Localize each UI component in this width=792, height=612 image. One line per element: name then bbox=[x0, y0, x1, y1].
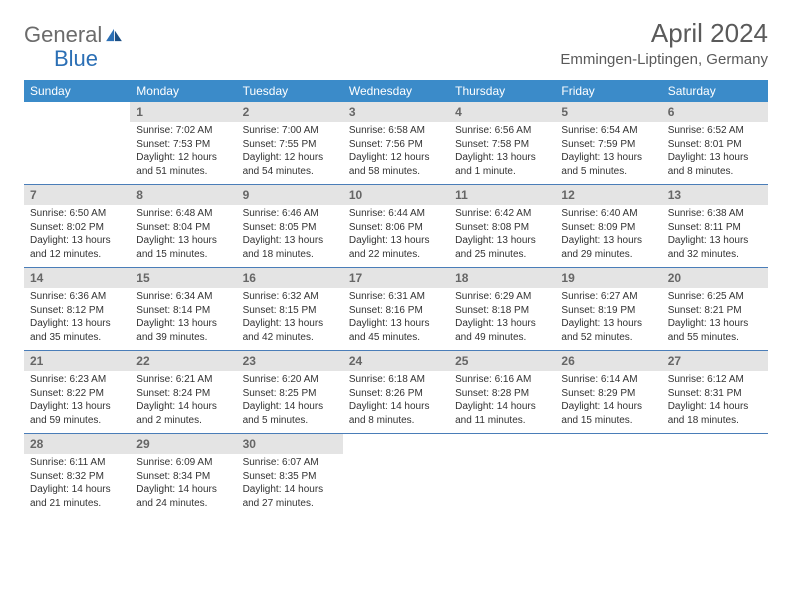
day-detail-cell: Sunrise: 6:40 AMSunset: 8:09 PMDaylight:… bbox=[555, 205, 661, 268]
day-number-cell: 8 bbox=[130, 185, 236, 206]
day-number-row: 78910111213 bbox=[24, 185, 768, 206]
day-detail-cell: Sunrise: 6:36 AMSunset: 8:12 PMDaylight:… bbox=[24, 288, 130, 351]
day-detail-row: Sunrise: 6:11 AMSunset: 8:32 PMDaylight:… bbox=[24, 454, 768, 516]
day-detail-row: Sunrise: 6:23 AMSunset: 8:22 PMDaylight:… bbox=[24, 371, 768, 434]
day-detail-cell: Sunrise: 6:23 AMSunset: 8:22 PMDaylight:… bbox=[24, 371, 130, 434]
day-number-cell: 23 bbox=[237, 351, 343, 372]
day-detail-cell: Sunrise: 6:11 AMSunset: 8:32 PMDaylight:… bbox=[24, 454, 130, 516]
day-number-row: 14151617181920 bbox=[24, 268, 768, 289]
weekday-header: Saturday bbox=[662, 80, 768, 102]
day-detail-cell: Sunrise: 6:44 AMSunset: 8:06 PMDaylight:… bbox=[343, 205, 449, 268]
day-detail-cell: Sunrise: 7:02 AMSunset: 7:53 PMDaylight:… bbox=[130, 122, 236, 185]
day-detail-cell: Sunrise: 6:34 AMSunset: 8:14 PMDaylight:… bbox=[130, 288, 236, 351]
month-title: April 2024 bbox=[560, 18, 768, 49]
brand-sail-icon bbox=[105, 28, 123, 42]
day-number-cell bbox=[555, 434, 661, 455]
day-detail-cell: Sunrise: 6:48 AMSunset: 8:04 PMDaylight:… bbox=[130, 205, 236, 268]
day-number-cell: 21 bbox=[24, 351, 130, 372]
day-number-cell: 13 bbox=[662, 185, 768, 206]
weekday-header: Tuesday bbox=[237, 80, 343, 102]
day-number-row: 123456 bbox=[24, 102, 768, 122]
day-number-cell: 19 bbox=[555, 268, 661, 289]
day-detail-cell bbox=[24, 122, 130, 185]
day-number-cell: 26 bbox=[555, 351, 661, 372]
day-detail-cell: Sunrise: 6:18 AMSunset: 8:26 PMDaylight:… bbox=[343, 371, 449, 434]
day-number-cell: 2 bbox=[237, 102, 343, 122]
day-detail-cell: Sunrise: 6:29 AMSunset: 8:18 PMDaylight:… bbox=[449, 288, 555, 351]
day-detail-row: Sunrise: 6:50 AMSunset: 8:02 PMDaylight:… bbox=[24, 205, 768, 268]
day-number-cell: 28 bbox=[24, 434, 130, 455]
calendar-table: SundayMondayTuesdayWednesdayThursdayFrid… bbox=[24, 80, 768, 516]
day-number-cell: 16 bbox=[237, 268, 343, 289]
day-number-cell: 3 bbox=[343, 102, 449, 122]
weekday-header: Monday bbox=[130, 80, 236, 102]
weekday-header: Sunday bbox=[24, 80, 130, 102]
day-number-cell: 24 bbox=[343, 351, 449, 372]
day-number-row: 282930 bbox=[24, 434, 768, 455]
calendar-header-row: SundayMondayTuesdayWednesdayThursdayFrid… bbox=[24, 80, 768, 102]
day-number-cell: 7 bbox=[24, 185, 130, 206]
day-detail-cell: Sunrise: 6:16 AMSunset: 8:28 PMDaylight:… bbox=[449, 371, 555, 434]
day-number-cell: 9 bbox=[237, 185, 343, 206]
day-detail-cell: Sunrise: 6:52 AMSunset: 8:01 PMDaylight:… bbox=[662, 122, 768, 185]
day-detail-cell: Sunrise: 6:27 AMSunset: 8:19 PMDaylight:… bbox=[555, 288, 661, 351]
day-detail-cell bbox=[343, 454, 449, 516]
weekday-header: Wednesday bbox=[343, 80, 449, 102]
day-detail-cell: Sunrise: 6:50 AMSunset: 8:02 PMDaylight:… bbox=[24, 205, 130, 268]
day-detail-row: Sunrise: 7:02 AMSunset: 7:53 PMDaylight:… bbox=[24, 122, 768, 185]
day-detail-cell bbox=[449, 454, 555, 516]
day-detail-cell: Sunrise: 6:25 AMSunset: 8:21 PMDaylight:… bbox=[662, 288, 768, 351]
day-detail-cell: Sunrise: 6:07 AMSunset: 8:35 PMDaylight:… bbox=[237, 454, 343, 516]
day-detail-cell: Sunrise: 6:46 AMSunset: 8:05 PMDaylight:… bbox=[237, 205, 343, 268]
day-number-cell: 27 bbox=[662, 351, 768, 372]
day-number-cell: 14 bbox=[24, 268, 130, 289]
day-detail-cell: Sunrise: 7:00 AMSunset: 7:55 PMDaylight:… bbox=[237, 122, 343, 185]
day-number-cell: 18 bbox=[449, 268, 555, 289]
day-detail-cell bbox=[555, 454, 661, 516]
day-number-cell bbox=[662, 434, 768, 455]
day-detail-cell: Sunrise: 6:32 AMSunset: 8:15 PMDaylight:… bbox=[237, 288, 343, 351]
title-block: April 2024 Emmingen-Liptingen, Germany bbox=[560, 18, 768, 68]
day-detail-cell: Sunrise: 6:42 AMSunset: 8:08 PMDaylight:… bbox=[449, 205, 555, 268]
day-number-cell: 17 bbox=[343, 268, 449, 289]
day-number-cell bbox=[343, 434, 449, 455]
day-detail-cell: Sunrise: 6:56 AMSunset: 7:58 PMDaylight:… bbox=[449, 122, 555, 185]
day-detail-cell: Sunrise: 6:58 AMSunset: 7:56 PMDaylight:… bbox=[343, 122, 449, 185]
day-detail-cell: Sunrise: 6:21 AMSunset: 8:24 PMDaylight:… bbox=[130, 371, 236, 434]
day-number-cell: 12 bbox=[555, 185, 661, 206]
day-number-cell: 20 bbox=[662, 268, 768, 289]
day-number-cell: 22 bbox=[130, 351, 236, 372]
calendar-body: 123456Sunrise: 7:02 AMSunset: 7:53 PMDay… bbox=[24, 102, 768, 516]
day-detail-cell: Sunrise: 6:31 AMSunset: 8:16 PMDaylight:… bbox=[343, 288, 449, 351]
day-number-cell: 25 bbox=[449, 351, 555, 372]
weekday-header: Thursday bbox=[449, 80, 555, 102]
day-detail-cell: Sunrise: 6:14 AMSunset: 8:29 PMDaylight:… bbox=[555, 371, 661, 434]
day-number-cell: 30 bbox=[237, 434, 343, 455]
day-number-cell: 10 bbox=[343, 185, 449, 206]
day-detail-cell: Sunrise: 6:54 AMSunset: 7:59 PMDaylight:… bbox=[555, 122, 661, 185]
day-number-cell: 1 bbox=[130, 102, 236, 122]
day-detail-cell: Sunrise: 6:12 AMSunset: 8:31 PMDaylight:… bbox=[662, 371, 768, 434]
brand-text-2-wrap: Blue bbox=[24, 46, 98, 72]
weekday-header: Friday bbox=[555, 80, 661, 102]
day-detail-cell: Sunrise: 6:20 AMSunset: 8:25 PMDaylight:… bbox=[237, 371, 343, 434]
brand-text-2: Blue bbox=[54, 46, 98, 71]
day-number-cell bbox=[24, 102, 130, 122]
day-number-cell: 4 bbox=[449, 102, 555, 122]
day-detail-cell: Sunrise: 6:38 AMSunset: 8:11 PMDaylight:… bbox=[662, 205, 768, 268]
day-detail-cell: Sunrise: 6:09 AMSunset: 8:34 PMDaylight:… bbox=[130, 454, 236, 516]
day-number-cell: 29 bbox=[130, 434, 236, 455]
location-text: Emmingen-Liptingen, Germany bbox=[560, 51, 768, 68]
page-header: General April 2024 Emmingen-Liptingen, G… bbox=[24, 18, 768, 68]
day-number-cell bbox=[449, 434, 555, 455]
day-detail-row: Sunrise: 6:36 AMSunset: 8:12 PMDaylight:… bbox=[24, 288, 768, 351]
brand-text-1: General bbox=[24, 22, 102, 48]
day-number-cell: 6 bbox=[662, 102, 768, 122]
brand-logo: General bbox=[24, 22, 125, 48]
day-number-cell: 5 bbox=[555, 102, 661, 122]
day-number-cell: 15 bbox=[130, 268, 236, 289]
day-number-cell: 11 bbox=[449, 185, 555, 206]
day-detail-cell bbox=[662, 454, 768, 516]
day-number-row: 21222324252627 bbox=[24, 351, 768, 372]
